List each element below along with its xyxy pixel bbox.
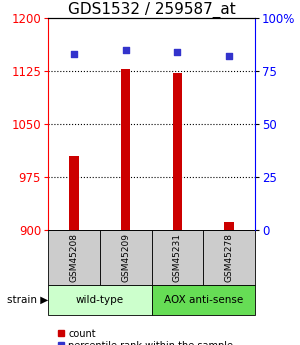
Bar (48, 230, 100, 285)
Point (175, 49, 180, 55)
Text: wild-type: wild-type (76, 295, 124, 305)
Bar (173, 73, 182, 230)
Bar (100, 230, 152, 285)
Text: GSM45278: GSM45278 (225, 233, 234, 282)
Text: GSM45208: GSM45208 (69, 233, 78, 282)
Bar (152, 285, 255, 315)
Bar (152, 230, 203, 285)
Point (227, 53, 232, 59)
Text: strain ▶: strain ▶ (7, 295, 48, 305)
Bar (203, 230, 255, 285)
Bar (121, 69, 130, 230)
Bar (69, 156, 79, 230)
Text: GSM45231: GSM45231 (173, 233, 182, 282)
Title: GDS1532 / 259587_at: GDS1532 / 259587_at (68, 2, 236, 18)
Point (71, 51, 76, 57)
Legend: count, percentile rank within the sample: count, percentile rank within the sample (53, 325, 237, 345)
Text: AOX anti-sense: AOX anti-sense (164, 295, 243, 305)
Bar (224, 221, 234, 230)
Bar (48, 285, 152, 315)
Text: GSM45209: GSM45209 (121, 233, 130, 282)
Point (123, 47, 128, 52)
